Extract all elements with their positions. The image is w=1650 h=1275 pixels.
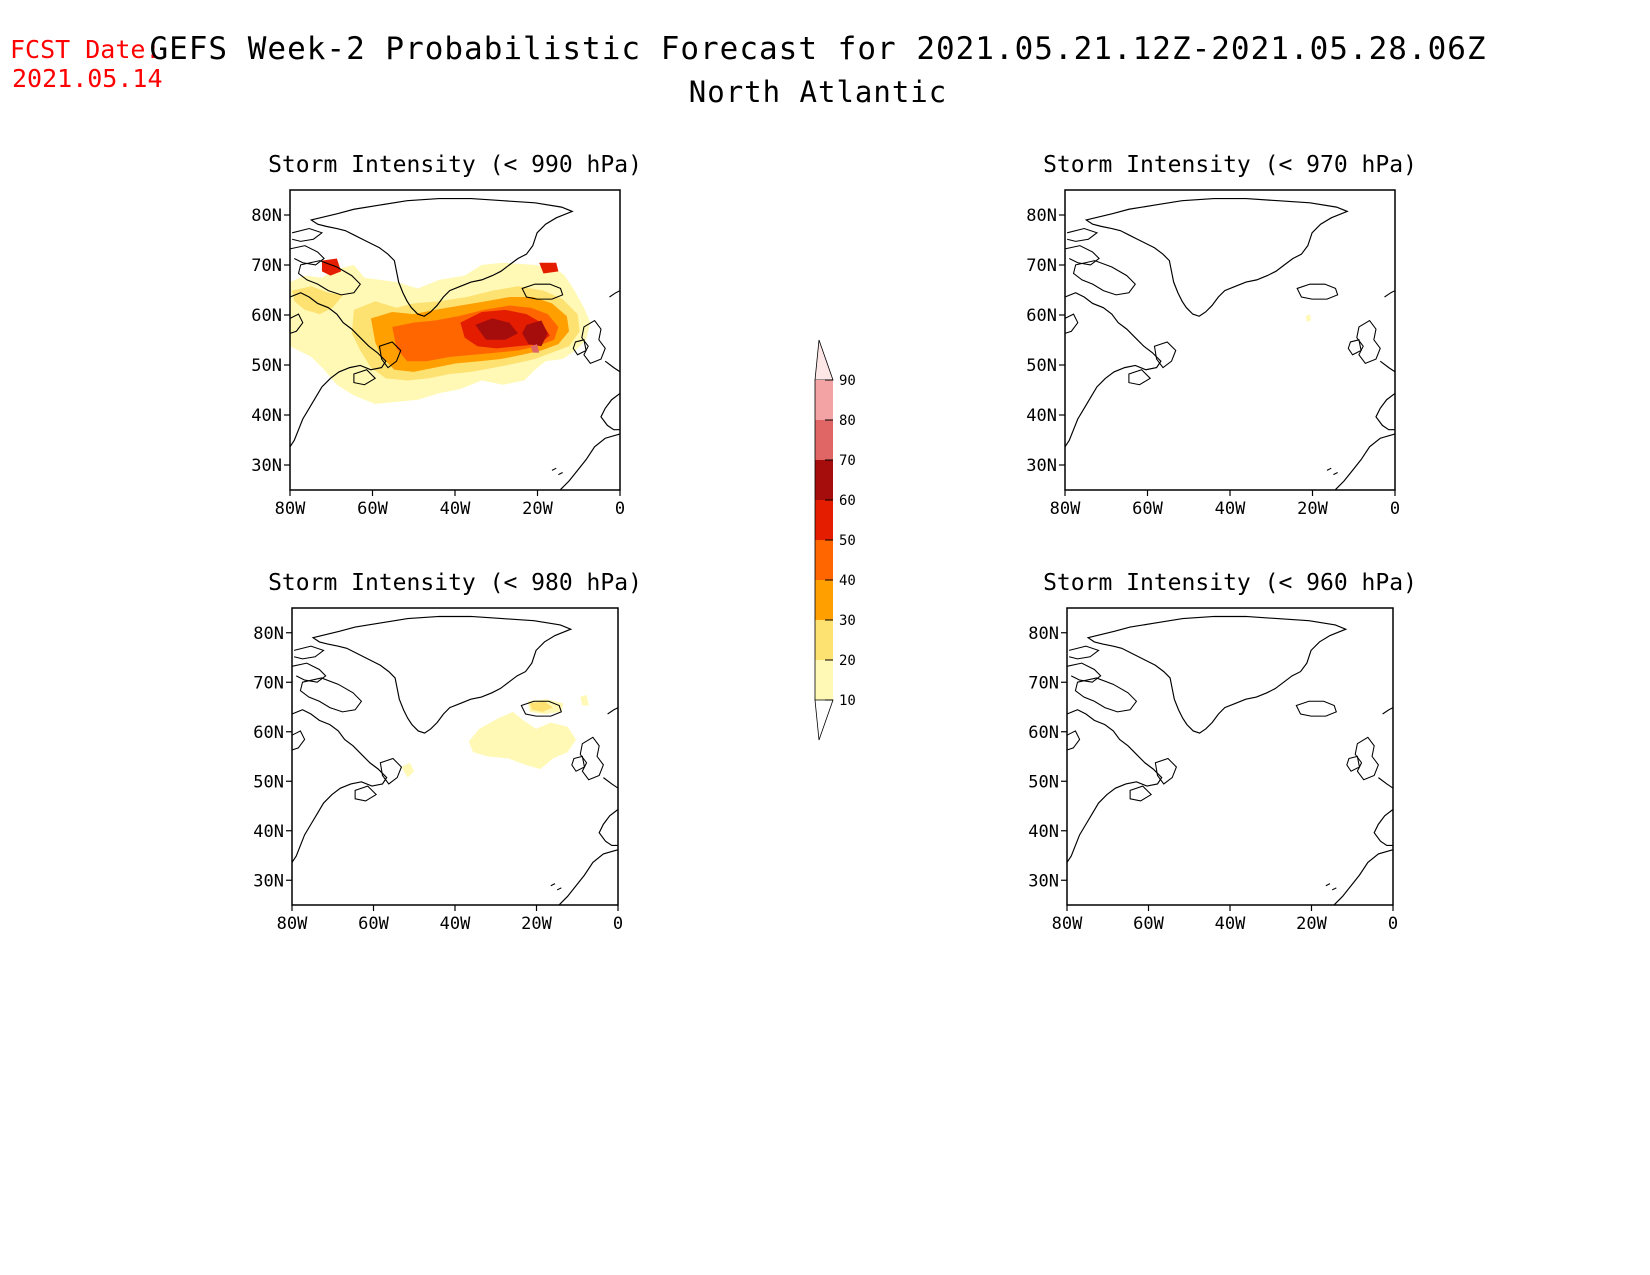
lat-tick-label: 80N (1026, 206, 1057, 226)
panel-title: Storm Intensity (< 990 hPa) (268, 152, 642, 178)
lon-tick-label: 60W (1132, 499, 1163, 519)
panel-title: Storm Intensity (< 980 hPa) (268, 570, 642, 596)
fcst-date: 2021.05.14 (12, 64, 163, 93)
lat-tick-label: 50N (253, 772, 284, 792)
panel-title: Storm Intensity (< 970 hPa) (1043, 152, 1417, 178)
lat-tick-label: 60N (1026, 306, 1057, 326)
lat-tick-label: 40N (1026, 406, 1057, 426)
lat-tick-label: 30N (1028, 871, 1059, 891)
page-subtitle: North Atlantic (689, 75, 947, 109)
lat-tick-label: 40N (1028, 822, 1059, 842)
colorbar-swatch (815, 580, 833, 620)
colorbar-label: 20 (839, 653, 856, 669)
colorbar-label: 70 (839, 453, 856, 469)
colorbar-cap-top (814, 339, 834, 381)
lat-tick-label: 60N (251, 306, 282, 326)
colorbar-swatch (815, 420, 833, 460)
lat-tick-label: 40N (251, 406, 282, 426)
lat-tick-label: 70N (251, 256, 282, 276)
colorbar-label: 40 (839, 573, 856, 589)
map-frame (1066, 607, 1394, 906)
lat-tick-label: 80N (1028, 624, 1059, 644)
colorbar-swatch (815, 660, 833, 700)
lat-tick-label: 60N (253, 723, 284, 743)
lat-tick-label: 50N (251, 356, 282, 376)
probability-field (401, 694, 589, 778)
lon-tick-label: 20W (1296, 914, 1327, 934)
colorbar-cap-bottom (814, 699, 834, 741)
panel-title: Storm Intensity (< 960 hPa) (1043, 570, 1417, 596)
lon-tick-label: 80W (1052, 914, 1083, 934)
colorbar-swatch (815, 500, 833, 540)
lat-tick-label: 50N (1026, 356, 1057, 376)
panel-980: Storm Intensity (< 980 hPa) 80N 70N 60N 50N… (253, 570, 642, 934)
colorbar-swatch (815, 380, 833, 420)
panel-990: Storm Intensity (< 990 hPa) 80N 70N 60N 50N… (251, 152, 642, 519)
colorbar-label: 80 (839, 413, 856, 429)
lon-tick-label: 0 (1390, 499, 1400, 519)
lat-tick-label: 80N (253, 624, 284, 644)
page-title: GEFS Week-2 Probabilistic Forecast for 2… (149, 31, 1486, 67)
colorbar-swatch (815, 460, 833, 500)
lon-tick-label: 0 (615, 499, 625, 519)
colorbar-label: 50 (839, 533, 856, 549)
lon-tick-label: 20W (1297, 499, 1328, 519)
probability-field (1305, 314, 1312, 322)
colorbar-label: 30 (839, 613, 856, 629)
lon-tick-label: 0 (613, 914, 623, 934)
colorbar-label: 90 (839, 373, 856, 389)
lon-tick-label: 0 (1388, 914, 1398, 934)
colorbar-label: 60 (839, 493, 856, 509)
lon-tick-label: 20W (522, 499, 553, 519)
lon-tick-label: 40W (1215, 499, 1246, 519)
probability-field (290, 258, 591, 404)
lon-tick-label: 40W (440, 499, 471, 519)
panel-970: Storm Intensity (< 970 hPa) 80N 70N 60N 50N… (1026, 152, 1417, 519)
lon-tick-label: 40W (440, 914, 471, 934)
colorbar-swatch (815, 540, 833, 580)
colorbar-swatch (815, 620, 833, 660)
lon-tick-label: 60W (357, 499, 388, 519)
lon-tick-label: 40W (1215, 914, 1246, 934)
lat-tick-label: 50N (1028, 772, 1059, 792)
lat-tick-label: 80N (251, 206, 282, 226)
lon-tick-label: 60W (358, 914, 389, 934)
lat-tick-label: 60N (1028, 723, 1059, 743)
colorbar-label: 10 (839, 693, 856, 709)
map-frame (291, 607, 619, 906)
lat-tick-label: 40N (253, 822, 284, 842)
colorbar: 90 80 70 60 50 40 30 20 10 (814, 339, 856, 741)
lon-tick-label: 80W (1050, 499, 1081, 519)
lat-tick-label: 30N (253, 871, 284, 891)
lon-tick-label: 60W (1133, 914, 1164, 934)
lat-tick-label: 70N (253, 673, 284, 693)
lat-tick-label: 30N (251, 456, 282, 476)
lon-tick-label: 20W (521, 914, 552, 934)
panel-960: Storm Intensity (< 960 hPa) 80N 70N 60N 50N… (1028, 570, 1417, 934)
lon-tick-label: 80W (277, 914, 308, 934)
map-frame (1064, 189, 1396, 491)
lon-tick-label: 80W (275, 499, 306, 519)
fcst-label: FCST Date: (10, 35, 161, 64)
lat-tick-label: 70N (1026, 256, 1057, 276)
lat-tick-label: 30N (1026, 456, 1057, 476)
lat-tick-label: 70N (1028, 673, 1059, 693)
